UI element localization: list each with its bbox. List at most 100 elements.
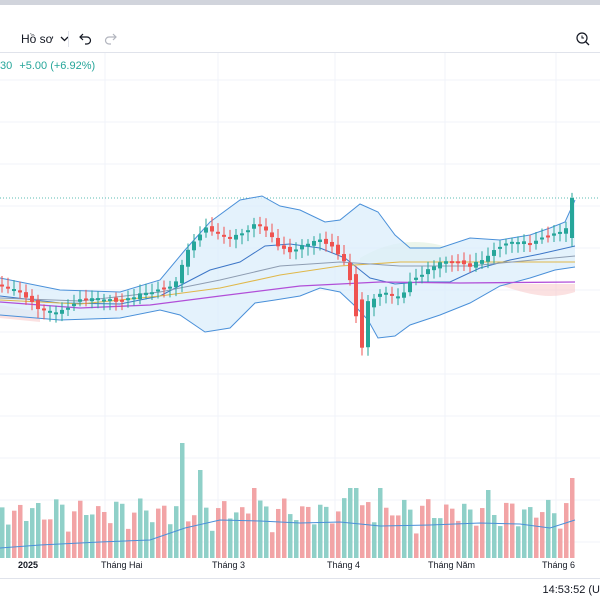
volume-bar — [234, 512, 239, 558]
candle-body — [504, 243, 508, 246]
magnifier-clock-icon — [575, 31, 591, 47]
volume-bar — [12, 510, 17, 558]
candle-body — [162, 287, 166, 290]
volume-bar — [60, 504, 65, 558]
volume-bar — [120, 503, 125, 558]
volume-bar — [174, 506, 179, 558]
candle-body — [84, 298, 88, 301]
volume-bar — [420, 505, 425, 558]
candle-body — [192, 241, 196, 251]
volume-bar — [402, 499, 407, 558]
candle-body — [384, 292, 388, 295]
volume-bar — [168, 524, 173, 558]
volume-bar — [336, 511, 341, 558]
volume-bar — [378, 488, 383, 558]
candle-body — [372, 298, 376, 308]
candle-body — [348, 262, 352, 281]
volume-bar — [108, 523, 113, 558]
candle-body — [24, 292, 28, 298]
time-label-may: Tháng Năm — [428, 560, 476, 570]
volume-bar — [222, 501, 227, 558]
volume-bar — [558, 528, 563, 558]
bottom-bar: 14:53:52 (U — [0, 578, 600, 601]
candle-body — [570, 198, 574, 238]
candle-body — [264, 226, 268, 231]
volume-bar — [150, 522, 155, 558]
volume-bar — [276, 508, 281, 558]
candle-body — [432, 266, 436, 271]
candle-body — [0, 284, 4, 287]
undo-button[interactable] — [79, 26, 92, 52]
volume-bar — [264, 506, 269, 558]
volume-bar — [156, 508, 161, 558]
price-status-line: 30 +5.00 (+6.92%) — [0, 60, 95, 72]
zoom-time-button[interactable] — [575, 26, 591, 52]
candle-body — [444, 261, 448, 264]
candle-body — [402, 292, 406, 298]
volume-bar — [258, 500, 263, 558]
volume-bar — [324, 506, 329, 558]
candle-body — [210, 226, 214, 232]
volume-bar — [180, 443, 185, 558]
candles — [0, 192, 574, 356]
candle-body — [234, 234, 238, 240]
volume-bar — [426, 499, 431, 558]
redo-button[interactable] — [104, 26, 117, 52]
candle-body — [204, 227, 208, 233]
candle-body — [66, 307, 70, 310]
candle-body — [96, 298, 100, 301]
volume-bar — [498, 526, 503, 558]
volume-bar — [270, 532, 275, 558]
volume-bar — [462, 503, 467, 558]
volume-bar — [360, 505, 365, 558]
cloud-red — [500, 284, 575, 296]
volume-bar — [186, 521, 191, 558]
candle-body — [144, 292, 148, 296]
candle-body — [276, 237, 280, 247]
candle-body — [90, 298, 94, 302]
volume-bar — [240, 507, 245, 558]
volume-bar — [132, 512, 137, 558]
volume-bar — [372, 522, 377, 558]
candle-body — [468, 263, 472, 267]
bollinger-fill — [0, 196, 575, 338]
volume-bar — [102, 511, 107, 558]
candle-body — [546, 235, 550, 238]
price-fragment: 30 — [0, 60, 13, 72]
candle-body — [156, 289, 160, 292]
candle-body — [462, 260, 466, 265]
toolbar-divider — [68, 31, 69, 47]
candle-body — [282, 245, 286, 249]
candle-body — [438, 262, 442, 269]
volume-bar — [492, 514, 497, 558]
candle-body — [246, 230, 250, 233]
volume-bar — [114, 501, 119, 558]
volume-bar — [474, 525, 479, 558]
price-change: +5.00 (+6.92%) — [19, 60, 96, 72]
volume-bar — [6, 524, 11, 558]
volume-bar — [282, 498, 287, 558]
volume-bar — [228, 518, 233, 558]
volume-bar — [48, 519, 53, 558]
volume-bar — [408, 509, 413, 558]
candle-body — [474, 261, 478, 268]
candle-body — [498, 246, 502, 249]
candle-body — [426, 269, 430, 275]
profile-dropdown-button[interactable]: Hồ sơ — [21, 26, 69, 52]
chart-area[interactable] — [0, 53, 600, 573]
time-axis: 2025 Tháng Hai Tháng 3 Tháng 4 Tháng Năm… — [0, 560, 600, 574]
volume-bar — [516, 526, 521, 558]
candle-body — [330, 241, 334, 247]
candle-body — [126, 298, 130, 301]
volume-bar — [300, 506, 305, 558]
volume-bar — [294, 520, 299, 558]
candle-body — [78, 299, 82, 302]
bollinger-bands — [0, 195, 576, 339]
candle-body — [324, 238, 328, 244]
candlestick-chart[interactable] — [0, 53, 600, 573]
candle-body — [258, 224, 262, 227]
candle-body — [12, 289, 16, 292]
volume-bar — [528, 507, 533, 558]
volume-bar — [288, 514, 293, 558]
candle-body — [228, 236, 232, 239]
